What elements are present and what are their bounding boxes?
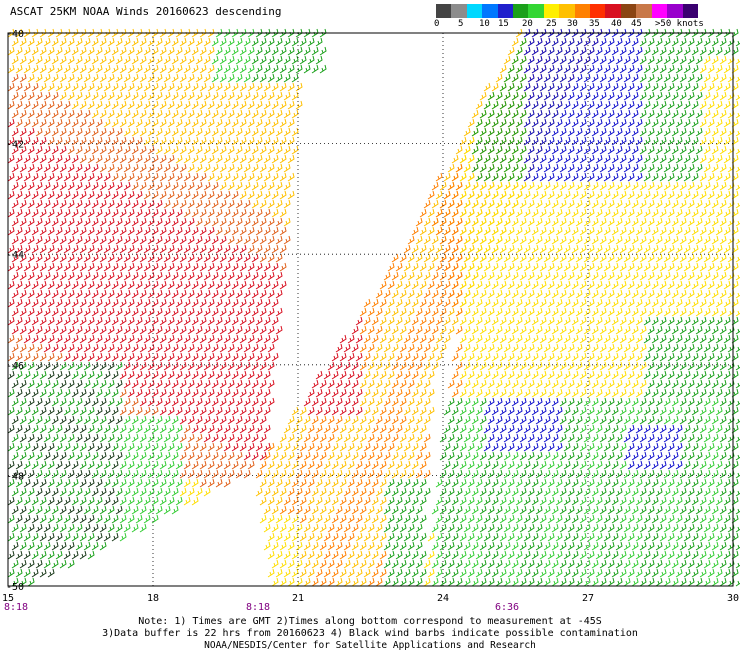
lat-label: -42 bbox=[6, 140, 24, 151]
left-swath bbox=[7, 28, 327, 587]
map-title: ASCAT 25KM NOAA Winds 20160623 descendin… bbox=[10, 5, 282, 18]
note-line-1: Note: 1) Times are GMT 2)Times along bot… bbox=[138, 616, 602, 627]
lon-label: 24 bbox=[437, 593, 449, 604]
legend-label: 15 bbox=[498, 19, 509, 29]
grid-lines bbox=[7, 32, 734, 587]
note-line-3: NOAA/NESDIS/Center for Satellite Applica… bbox=[204, 640, 536, 651]
lat-label: -50 bbox=[6, 582, 24, 593]
lat-label: -48 bbox=[6, 471, 24, 482]
right-swath bbox=[423, 28, 740, 587]
legend-swatch-5 bbox=[513, 4, 529, 18]
legend-label: 45 bbox=[631, 19, 642, 29]
legend-swatch-7 bbox=[543, 4, 560, 18]
legend-swatch-11 bbox=[605, 4, 621, 18]
legend-swatch-4 bbox=[497, 4, 514, 18]
lat-label: -44 bbox=[6, 250, 24, 261]
legend-swatch-16 bbox=[682, 4, 698, 18]
lon-label: 15 bbox=[2, 593, 14, 604]
pass-time-label: 6:36 bbox=[495, 602, 519, 613]
legend-swatch-12 bbox=[620, 4, 637, 18]
legend-swatch-15 bbox=[667, 4, 683, 18]
legend-label: 30 bbox=[567, 19, 578, 29]
legend-swatch-8 bbox=[559, 4, 575, 18]
wind-speed-legend-labels: 0 5 10 15 20 25 30 35 40 45 >50 knots bbox=[430, 19, 740, 31]
lon-label: 18 bbox=[147, 593, 159, 604]
legend-swatch-14 bbox=[651, 4, 668, 18]
legend-label: 5 bbox=[458, 19, 464, 29]
note-line-2: 3)Data buffer is 22 hrs from 20160623 4)… bbox=[102, 628, 638, 639]
lon-label: 27 bbox=[582, 593, 594, 604]
legend-swatch-0 bbox=[436, 4, 452, 18]
wind-speed-legend bbox=[436, 4, 698, 18]
legend-label: 25 bbox=[546, 19, 557, 29]
legend-swatch-10 bbox=[590, 4, 606, 18]
wind-swaths bbox=[7, 28, 740, 587]
legend-label: >50 knots bbox=[655, 19, 704, 29]
legend-swatch-1 bbox=[451, 4, 467, 18]
lon-label: 30 bbox=[727, 593, 739, 604]
legend-swatch-6 bbox=[528, 4, 544, 18]
legend-label: 35 bbox=[589, 19, 600, 29]
lat-label: -46 bbox=[6, 361, 24, 372]
legend-swatch-9 bbox=[574, 4, 591, 18]
legend-label: 20 bbox=[522, 19, 533, 29]
legend-swatch-13 bbox=[636, 4, 652, 18]
legend-label: 0 bbox=[434, 19, 440, 29]
legend-swatch-2 bbox=[466, 4, 483, 18]
lat-label: -40 bbox=[6, 29, 24, 40]
pass-time-label: 8:18 bbox=[4, 602, 28, 613]
legend-swatch-3 bbox=[482, 4, 498, 18]
legend-label: 40 bbox=[611, 19, 622, 29]
pass-time-label: 8:18 bbox=[246, 602, 270, 613]
lon-label: 21 bbox=[292, 593, 304, 604]
legend-label: 10 bbox=[479, 19, 490, 29]
